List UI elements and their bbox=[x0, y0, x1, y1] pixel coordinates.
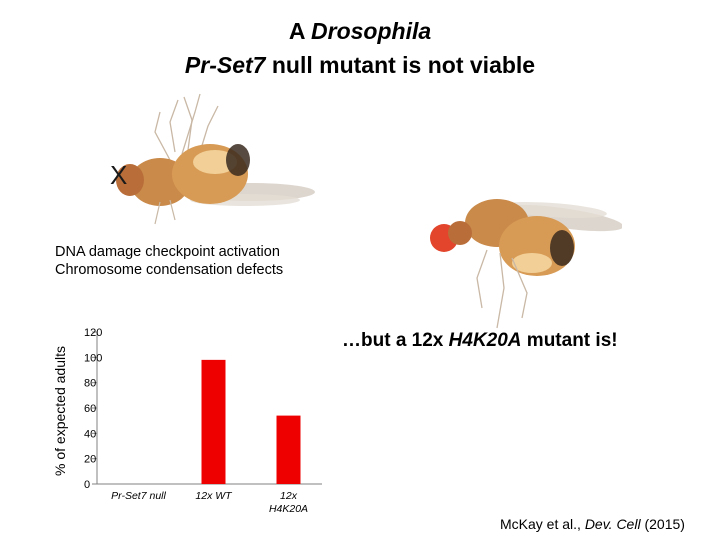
title-prefix: A bbox=[288, 18, 312, 44]
defects-list: DNA damage checkpoint activation Chromos… bbox=[55, 243, 283, 279]
x-tick-label: 12x bbox=[280, 490, 298, 502]
y-tick-label: 0 bbox=[84, 479, 90, 491]
citation: McKay et al., Dev. Cell (2015) bbox=[500, 516, 685, 532]
y-tick-label: 80 bbox=[84, 378, 96, 390]
title-species: Drosophila bbox=[311, 18, 432, 44]
y-tick-label: 120 bbox=[84, 327, 102, 339]
x-tick-label: Pr-Set7 null bbox=[111, 490, 166, 502]
slide-title-line-1: A Drosophila bbox=[0, 16, 720, 47]
mutant-note-suffix: mutant is! bbox=[521, 330, 618, 351]
title-gene: Pr-Set7 bbox=[184, 52, 266, 78]
citation-year: (2015) bbox=[640, 516, 685, 532]
defect-chromosome: Chromosome condensation defects bbox=[55, 262, 284, 278]
y-tick-label: 100 bbox=[84, 352, 102, 364]
viable-fly-image bbox=[430, 199, 622, 329]
mutant-note-prefix: …but a 12x bbox=[342, 330, 449, 351]
bar-1 bbox=[201, 359, 226, 484]
x-mark: X bbox=[110, 160, 128, 190]
viability-bar-chart: 0 20 40 60 80 100 120 % of expected adults Pr-Se… bbox=[52, 327, 322, 515]
defect-dna-damage: DNA damage checkpoint activation bbox=[55, 244, 280, 260]
mutant-note: …but a 12x H4K20A mutant is! bbox=[342, 330, 618, 352]
citation-authors: McKay et al., bbox=[500, 516, 585, 532]
x-tick-label: 12x WT bbox=[195, 490, 233, 502]
dead-fly-image bbox=[116, 93, 315, 225]
slide-title-line-2: Pr-Set7 null mutant is not viable bbox=[0, 50, 720, 81]
y-tick-label: 40 bbox=[84, 428, 96, 440]
y-tick-label: 60 bbox=[84, 403, 96, 415]
x-tick-label: H4K20A bbox=[269, 503, 308, 515]
y-tick-label: 20 bbox=[84, 454, 96, 466]
mutant-note-gene: H4K20A bbox=[448, 330, 522, 351]
bar-2 bbox=[276, 415, 301, 484]
citation-journal: Dev. Cell bbox=[584, 516, 641, 532]
y-axis-label: % of expected adults bbox=[52, 346, 68, 476]
title-suffix: null mutant is not viable bbox=[265, 52, 536, 78]
